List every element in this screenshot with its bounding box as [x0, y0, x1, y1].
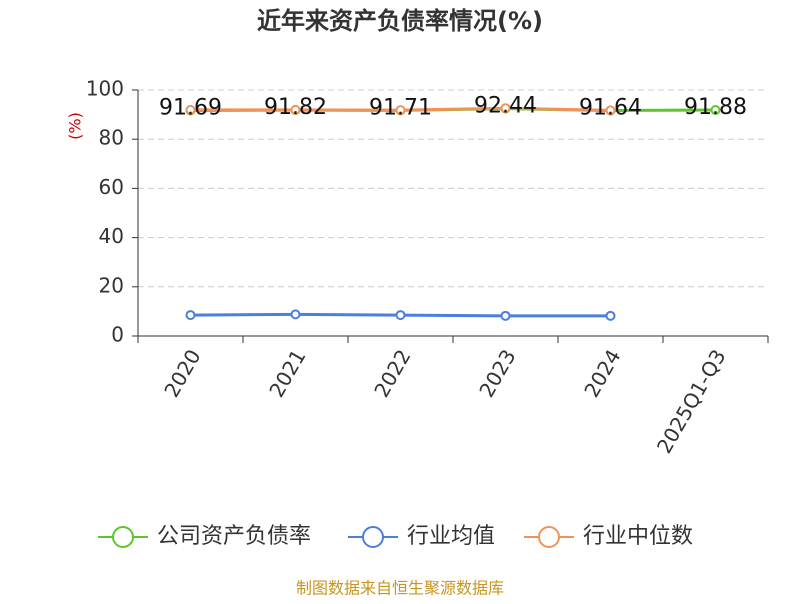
point — [395, 105, 406, 116]
data-label: 91.88 — [684, 95, 747, 120]
y-tick-label: 80 — [99, 126, 124, 150]
chart-title: 近年来资产负债率情况(%) — [257, 7, 543, 35]
legend-marker — [112, 526, 134, 548]
y-axis-label: (%) — [66, 112, 85, 140]
legend-item: 公司资产负债率 — [98, 524, 311, 549]
point — [500, 310, 511, 321]
point — [605, 310, 616, 321]
x-tick-label: 2022 — [369, 345, 415, 401]
point — [185, 104, 196, 115]
data-label: 91.69 — [159, 95, 222, 120]
x-tick-label: 2023 — [474, 345, 520, 401]
y-tick-label: 40 — [99, 224, 124, 248]
y-tick-label: 20 — [99, 273, 124, 297]
legend-marker — [538, 526, 560, 548]
point — [710, 104, 721, 115]
y-tick-label: 0 — [111, 323, 124, 347]
legend-marker — [362, 526, 384, 548]
legend-item: 行业中位数 — [524, 524, 693, 549]
point — [185, 310, 196, 321]
point — [395, 310, 406, 321]
point — [290, 309, 301, 320]
data-label: 91.71 — [369, 95, 432, 120]
source-note: 制图数据来自恒生聚源数据库 — [296, 579, 504, 598]
data-label: 91.82 — [264, 95, 327, 120]
legend-item: 行业均值 — [348, 524, 495, 549]
x-tick-label: 2021 — [264, 345, 310, 401]
y-tick-label: 100 — [86, 77, 124, 101]
x-tick-label: 2024 — [579, 345, 625, 401]
y-tick-label: 60 — [99, 175, 124, 199]
legend-label: 公司资产负债率 — [157, 524, 311, 549]
legend-label: 行业中位数 — [583, 524, 693, 549]
x-tick-label: 2020 — [159, 345, 205, 401]
data-label: 91.64 — [579, 96, 642, 121]
legend-label: 行业均值 — [407, 524, 495, 549]
x-tick-label: 2025Q1-Q3 — [652, 345, 731, 457]
point — [605, 105, 616, 116]
point — [290, 104, 301, 115]
point — [500, 103, 511, 114]
data-label: 92.44 — [474, 94, 537, 119]
